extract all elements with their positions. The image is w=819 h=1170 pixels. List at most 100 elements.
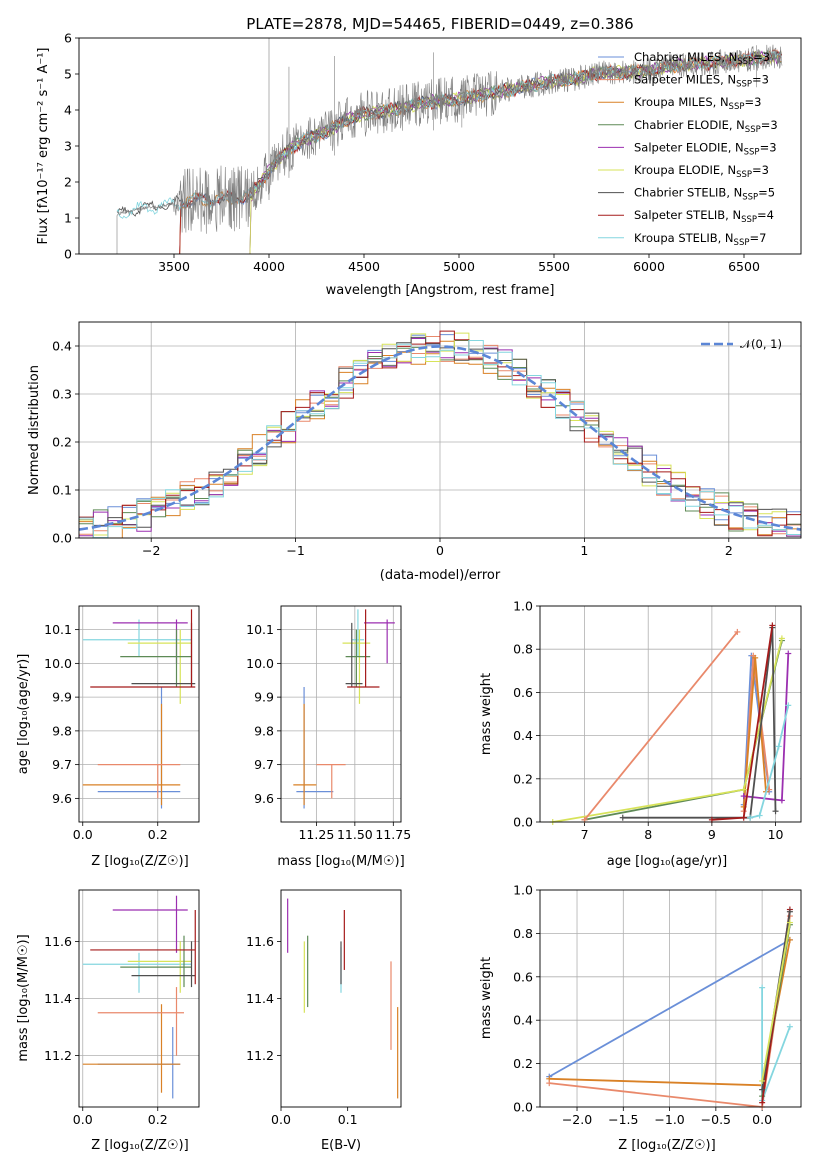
x-tick-label: 0 <box>436 543 444 558</box>
y-tick-label: 0.2 <box>513 1056 533 1071</box>
y-tick-label: 0.0 <box>52 531 72 546</box>
x-tick-label: 5500 <box>538 259 570 274</box>
y-tick-label: 9.9 <box>52 690 72 705</box>
spectrum-ylabel: Flux [fλ10⁻¹⁷ erg cm⁻² s⁻¹ A⁻¹] <box>36 48 51 245</box>
y-tick-label: 11.6 <box>246 934 274 949</box>
legend-entry: Salpeter ELODIE, NSSP=3 <box>634 140 777 157</box>
observed-spectrum <box>116 44 783 254</box>
y-tick-label: 11.2 <box>44 1048 72 1063</box>
x-tick-label: −0.5 <box>701 1112 731 1127</box>
y-tick-label: 0.1 <box>52 483 72 498</box>
spectrum-xlabel: wavelength [Angstrom, rest frame] <box>326 283 555 298</box>
massweight-vs-metallicity-panel: −2.0 −1.5 −1.0 −0.5 0.0 0.0 0.2 0.4 0.6 0.8 1.0 <box>513 883 802 1127</box>
y-tick-label: 0.3 <box>52 387 72 402</box>
y-tick-label: 1.0 <box>513 599 533 614</box>
y-tick-label: 5 <box>64 67 72 82</box>
y-tick-label: 2 <box>64 175 72 190</box>
y-tick-label: 11.4 <box>246 991 274 1006</box>
y-tick-label: 11.2 <box>246 1048 274 1063</box>
mass-vs-metallicity-panel: 0.0 0.2 11.2 11.4 11.6 <box>44 889 200 1127</box>
x-tick-label: 11.75 <box>375 827 411 842</box>
residual-ylabel: Normed distribution <box>27 365 42 495</box>
axes-frame <box>539 605 802 823</box>
y-tick-label: 0.6 <box>513 685 533 700</box>
y-tick-label: 9.8 <box>254 723 274 738</box>
legend-entry: Salpeter STELIB, NSSP=4 <box>634 208 774 225</box>
y-tick-label: 0.0 <box>513 1100 533 1115</box>
y-tick-label: 0.2 <box>513 771 533 786</box>
y-tick-label: 0 <box>64 247 72 262</box>
x-tick-label: 0.1 <box>338 1112 358 1127</box>
residual-xlabel: (data-model)/error <box>380 568 501 583</box>
axes-frame <box>539 889 802 1108</box>
y-tick-label: 0.4 <box>52 339 72 354</box>
y-tick-label: 10.0 <box>246 656 274 671</box>
y-tick-label: 11.4 <box>44 991 72 1006</box>
axes-frame <box>78 37 802 255</box>
axes-frame <box>78 321 802 539</box>
x-tick-label: 8 <box>644 827 652 842</box>
axes-frame <box>280 889 402 1108</box>
x-tick-label: 2 <box>725 543 733 558</box>
x-tick-label: 0.2 <box>148 1112 168 1127</box>
y-tick-label: 9.7 <box>254 757 274 772</box>
x-tick-label: 6500 <box>728 259 760 274</box>
x-tick-label: −1.0 <box>654 1112 684 1127</box>
x-tick-label: 1 <box>580 543 588 558</box>
y-tick-label: 4 <box>64 103 72 118</box>
legend-entry: Chabrier STELIB, NSSP=5 <box>634 186 775 203</box>
y-tick-label: 3 <box>64 139 72 154</box>
z2-xlabel: Z [log₁₀(Z/Z☉)] <box>91 1138 188 1153</box>
x-tick-label: −2.0 <box>562 1112 592 1127</box>
histogram-kroupa-stelib <box>79 340 801 538</box>
y-tick-label: 9.6 <box>254 791 274 806</box>
y-tick-label: 1.0 <box>513 883 533 898</box>
y-tick-label: 10.0 <box>44 656 72 671</box>
massweight-z-ylabel: mass weight <box>479 957 494 1039</box>
x-tick-label: 4000 <box>253 259 285 274</box>
x-tick-label: 11.50 <box>337 827 373 842</box>
age-vs-metallicity-panel: 0.0 0.2 9.6 9.7 9.8 9.9 10.0 10.1 <box>44 605 200 842</box>
axes-frame <box>280 605 402 823</box>
x-tick-label: 0.0 <box>73 827 93 842</box>
mass-ylabel: mass [log₁₀(M/M☉)] <box>16 934 31 1061</box>
age-ylabel: age [log₁₀(age/yr)] <box>16 654 31 775</box>
weight-line-salpeter-miles <box>583 631 738 821</box>
legend-entry: Kroupa MILES, NSSP=3 <box>634 95 761 112</box>
mass-xlabel: mass [log₁₀(M/M☉)] <box>277 854 404 869</box>
spectrum-panel: 3500 4000 4500 5000 5500 6000 6500 0 1 2 3 4 5 6 Chabr… <box>64 31 802 274</box>
legend-entry: Chabrier MILES, NSSP=3 <box>634 50 770 67</box>
spectrum-title: PLATE=2878, MJD=54465, FIBERID=0449, z=0… <box>246 15 633 33</box>
x-tick-label: 4500 <box>348 259 380 274</box>
normal-legend-label: 𝒩(0, 1) <box>740 337 782 351</box>
y-tick-label: 0.4 <box>513 728 533 743</box>
weight-line-kroupa-stelib <box>749 705 790 819</box>
legend-entry: Kroupa ELODIE, NSSP=3 <box>634 163 769 180</box>
z3-xlabel: Z [log₁₀(Z/Z☉)] <box>618 1138 715 1153</box>
y-tick-label: 10.1 <box>44 622 72 637</box>
massweight-vs-age-panel: 7 8 9 10 0.0 0.2 0.4 0.6 0.8 1.0 <box>513 599 802 842</box>
x-tick-label: −1 <box>286 543 304 558</box>
y-tick-label: 9.8 <box>52 723 72 738</box>
y-tick-label: 9.7 <box>52 757 72 772</box>
y-tick-label: 1 <box>64 211 72 226</box>
y-tick-label: 0.8 <box>513 642 533 657</box>
x-tick-label: 9 <box>708 827 716 842</box>
x-tick-label: −2 <box>142 543 160 558</box>
normal-curve <box>79 345 801 531</box>
x-tick-label: 0.0 <box>73 1112 93 1127</box>
y-tick-label: 0.2 <box>52 435 72 450</box>
weight-line-chabrier-stelib <box>622 627 777 819</box>
axes-frame <box>78 889 200 1108</box>
x-tick-label: 0.2 <box>148 827 168 842</box>
age-xlabel: age [log₁₀(age/yr)] <box>607 854 728 869</box>
y-tick-label: 0.0 <box>513 815 533 830</box>
legend-entry: Chabrier ELODIE, NSSP=3 <box>634 118 778 135</box>
y-tick-label: 0.6 <box>513 969 533 984</box>
z-xlabel: Z [log₁₀(Z/Z☉)] <box>91 854 188 869</box>
x-tick-label: 10 <box>768 827 784 842</box>
legend-entry: Kroupa STELIB, NSSP=7 <box>634 231 766 248</box>
y-tick-label: 0.4 <box>513 1013 533 1028</box>
x-tick-label: 7 <box>581 827 589 842</box>
